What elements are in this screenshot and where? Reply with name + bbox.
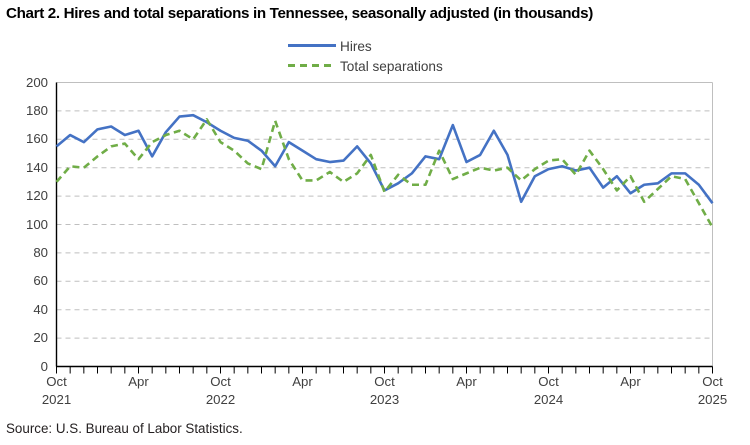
x-axis-year-label: 2021 <box>41 392 72 407</box>
x-axis-year-label: 2023 <box>369 392 400 407</box>
y-axis-tick-label: 0 <box>40 358 48 374</box>
x-axis-year-label: 2024 <box>533 392 564 407</box>
y-axis-tick-label: 180 <box>25 102 48 118</box>
x-axis-month-label: Apr <box>620 374 641 389</box>
chart-title: Chart 2. Hires and total separations in … <box>6 5 593 22</box>
legend-item-total-separations: Total separations <box>288 56 548 76</box>
series-line-total-separations <box>55 118 714 228</box>
y-axis-tick-label: 60 <box>33 273 48 289</box>
y-axis-tick-label: 40 <box>33 301 48 317</box>
y-axis-tick-label: 120 <box>25 188 48 204</box>
legend-label-hires: Hires <box>340 38 372 54</box>
y-axis-tick-label: 140 <box>25 159 48 175</box>
legend-label-total-separations: Total separations <box>340 58 443 74</box>
x-axis-year-label: 2022 <box>205 392 236 407</box>
x-axis-month-label: Oct <box>210 374 231 389</box>
legend-swatch-hires <box>288 38 336 54</box>
x-axis-month-label: Oct <box>538 374 559 389</box>
y-axis-tick-label: 100 <box>25 216 48 232</box>
y-axis-tick-label: 20 <box>33 330 48 346</box>
legend-swatch-total-separations <box>288 58 336 74</box>
y-axis-tick-label: 80 <box>33 244 48 260</box>
x-axis-month-label: Apr <box>456 374 477 389</box>
x-axis-month-label: Oct <box>702 374 723 389</box>
y-axis-tick-label: 160 <box>25 131 48 147</box>
chart-legend: Hires Total separations <box>288 36 548 76</box>
source-note: Source: U.S. Bureau of Labor Statistics. <box>6 421 243 436</box>
y-axis-tick-label: 200 <box>25 74 48 90</box>
x-axis-year-label: 2025 <box>697 392 728 407</box>
x-axis-month-label: Apr <box>292 374 313 389</box>
x-axis-month-label: Apr <box>128 374 149 389</box>
x-axis-month-label: Oct <box>46 374 67 389</box>
x-axis-month-label: Oct <box>374 374 395 389</box>
legend-item-hires: Hires <box>288 36 548 56</box>
